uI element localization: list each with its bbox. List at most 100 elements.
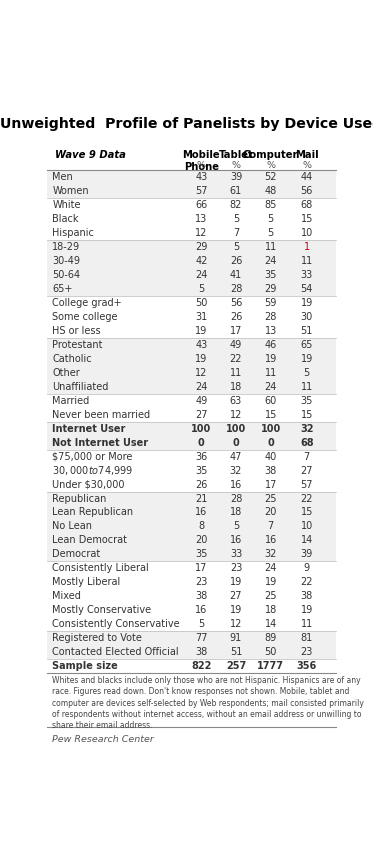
Text: Mail: Mail — [295, 150, 319, 160]
Bar — [47, 296, 336, 310]
Text: 12: 12 — [230, 619, 242, 629]
Text: 35: 35 — [301, 396, 313, 406]
Text: Unweighted  Profile of Panelists by Device Used: Unweighted Profile of Panelists by Devic… — [0, 118, 373, 131]
Text: 24: 24 — [264, 382, 277, 392]
Text: 50-64: 50-64 — [52, 270, 81, 280]
Text: 22: 22 — [301, 578, 313, 587]
Text: 13: 13 — [195, 215, 207, 224]
Bar — [47, 310, 336, 324]
Text: 100: 100 — [226, 423, 246, 434]
Text: 35: 35 — [195, 550, 207, 560]
Text: 18: 18 — [230, 508, 242, 517]
Text: 12: 12 — [230, 410, 242, 420]
Text: 85: 85 — [264, 200, 277, 210]
Text: 28: 28 — [230, 493, 242, 504]
Text: 27: 27 — [301, 465, 313, 475]
Bar — [47, 492, 336, 505]
Text: Consistently Liberal: Consistently Liberal — [52, 563, 149, 573]
Text: 12: 12 — [195, 368, 207, 378]
Text: Pew Research Center: Pew Research Center — [52, 734, 154, 744]
Text: 25: 25 — [264, 591, 277, 602]
Text: 66: 66 — [195, 200, 207, 210]
Text: 51: 51 — [301, 326, 313, 336]
Text: 50: 50 — [195, 298, 207, 308]
Text: 35: 35 — [264, 270, 277, 280]
Text: Lean Democrat: Lean Democrat — [52, 535, 128, 545]
Text: Mostly Liberal: Mostly Liberal — [52, 578, 120, 587]
Text: 36: 36 — [195, 452, 207, 462]
Text: Women: Women — [52, 187, 89, 197]
Text: Mostly Conservative: Mostly Conservative — [52, 605, 151, 615]
Text: 77: 77 — [195, 633, 207, 643]
Text: 40: 40 — [264, 452, 277, 462]
Text: $30,000 to $74,999: $30,000 to $74,999 — [52, 464, 134, 477]
Text: Other: Other — [52, 368, 80, 378]
Bar — [47, 282, 336, 296]
Text: 19: 19 — [195, 326, 207, 336]
Text: 33: 33 — [301, 270, 313, 280]
Text: Some college: Some college — [52, 312, 118, 322]
Bar — [47, 380, 336, 394]
Text: 15: 15 — [301, 508, 313, 517]
Text: Men: Men — [52, 172, 73, 182]
Text: 20: 20 — [264, 508, 277, 517]
Text: 54: 54 — [301, 284, 313, 294]
Text: 11: 11 — [301, 256, 313, 266]
Bar — [47, 394, 336, 408]
Text: 11: 11 — [301, 382, 313, 392]
Bar — [47, 366, 336, 380]
Bar — [47, 575, 336, 590]
Text: 23: 23 — [195, 578, 207, 587]
Text: Hispanic: Hispanic — [52, 228, 94, 239]
Text: 32: 32 — [264, 550, 277, 560]
Text: 21: 21 — [195, 493, 207, 504]
Bar — [47, 547, 336, 561]
Bar — [47, 199, 336, 212]
Text: 16: 16 — [195, 605, 207, 615]
Text: 0: 0 — [198, 438, 205, 447]
Text: 24: 24 — [195, 382, 207, 392]
Bar — [47, 422, 336, 435]
Text: HS or less: HS or less — [52, 326, 101, 336]
Text: 65+: 65+ — [52, 284, 73, 294]
Text: 22: 22 — [301, 493, 313, 504]
Text: 17: 17 — [230, 326, 242, 336]
Text: 43: 43 — [195, 172, 207, 182]
Bar — [47, 520, 336, 533]
Text: Computer: Computer — [243, 150, 298, 160]
Bar — [47, 463, 336, 478]
Text: Whites and blacks include only those who are not Hispanic. Hispanics are of any
: Whites and blacks include only those who… — [52, 676, 364, 730]
Text: 10: 10 — [301, 521, 313, 532]
Bar — [47, 617, 336, 631]
Text: Sample size: Sample size — [52, 661, 118, 671]
Text: College grad+: College grad+ — [52, 298, 122, 308]
Text: 82: 82 — [230, 200, 242, 210]
Bar — [47, 408, 336, 422]
Text: 5: 5 — [233, 521, 239, 532]
Text: Registered to Vote: Registered to Vote — [52, 633, 142, 643]
Text: 60: 60 — [264, 396, 277, 406]
Text: 16: 16 — [230, 535, 242, 545]
Text: 7: 7 — [267, 521, 274, 532]
Text: %: % — [232, 161, 241, 170]
Text: 10: 10 — [301, 228, 313, 239]
Text: 7: 7 — [304, 452, 310, 462]
Text: 16: 16 — [230, 480, 242, 490]
Text: %: % — [266, 161, 275, 170]
Text: 13: 13 — [264, 326, 277, 336]
Bar — [47, 254, 336, 268]
Text: 32: 32 — [300, 423, 314, 434]
Text: Lean Republican: Lean Republican — [52, 508, 134, 517]
Bar — [47, 184, 336, 199]
Bar — [47, 352, 336, 366]
Text: 19: 19 — [195, 354, 207, 364]
Text: 100: 100 — [260, 423, 281, 434]
Text: 18: 18 — [230, 382, 242, 392]
Bar — [47, 631, 336, 645]
Text: 49: 49 — [230, 340, 242, 350]
Bar — [47, 645, 336, 659]
Text: 89: 89 — [264, 633, 277, 643]
Text: $75,000 or More: $75,000 or More — [52, 452, 133, 462]
Text: 19: 19 — [301, 354, 313, 364]
Text: 57: 57 — [195, 187, 207, 197]
